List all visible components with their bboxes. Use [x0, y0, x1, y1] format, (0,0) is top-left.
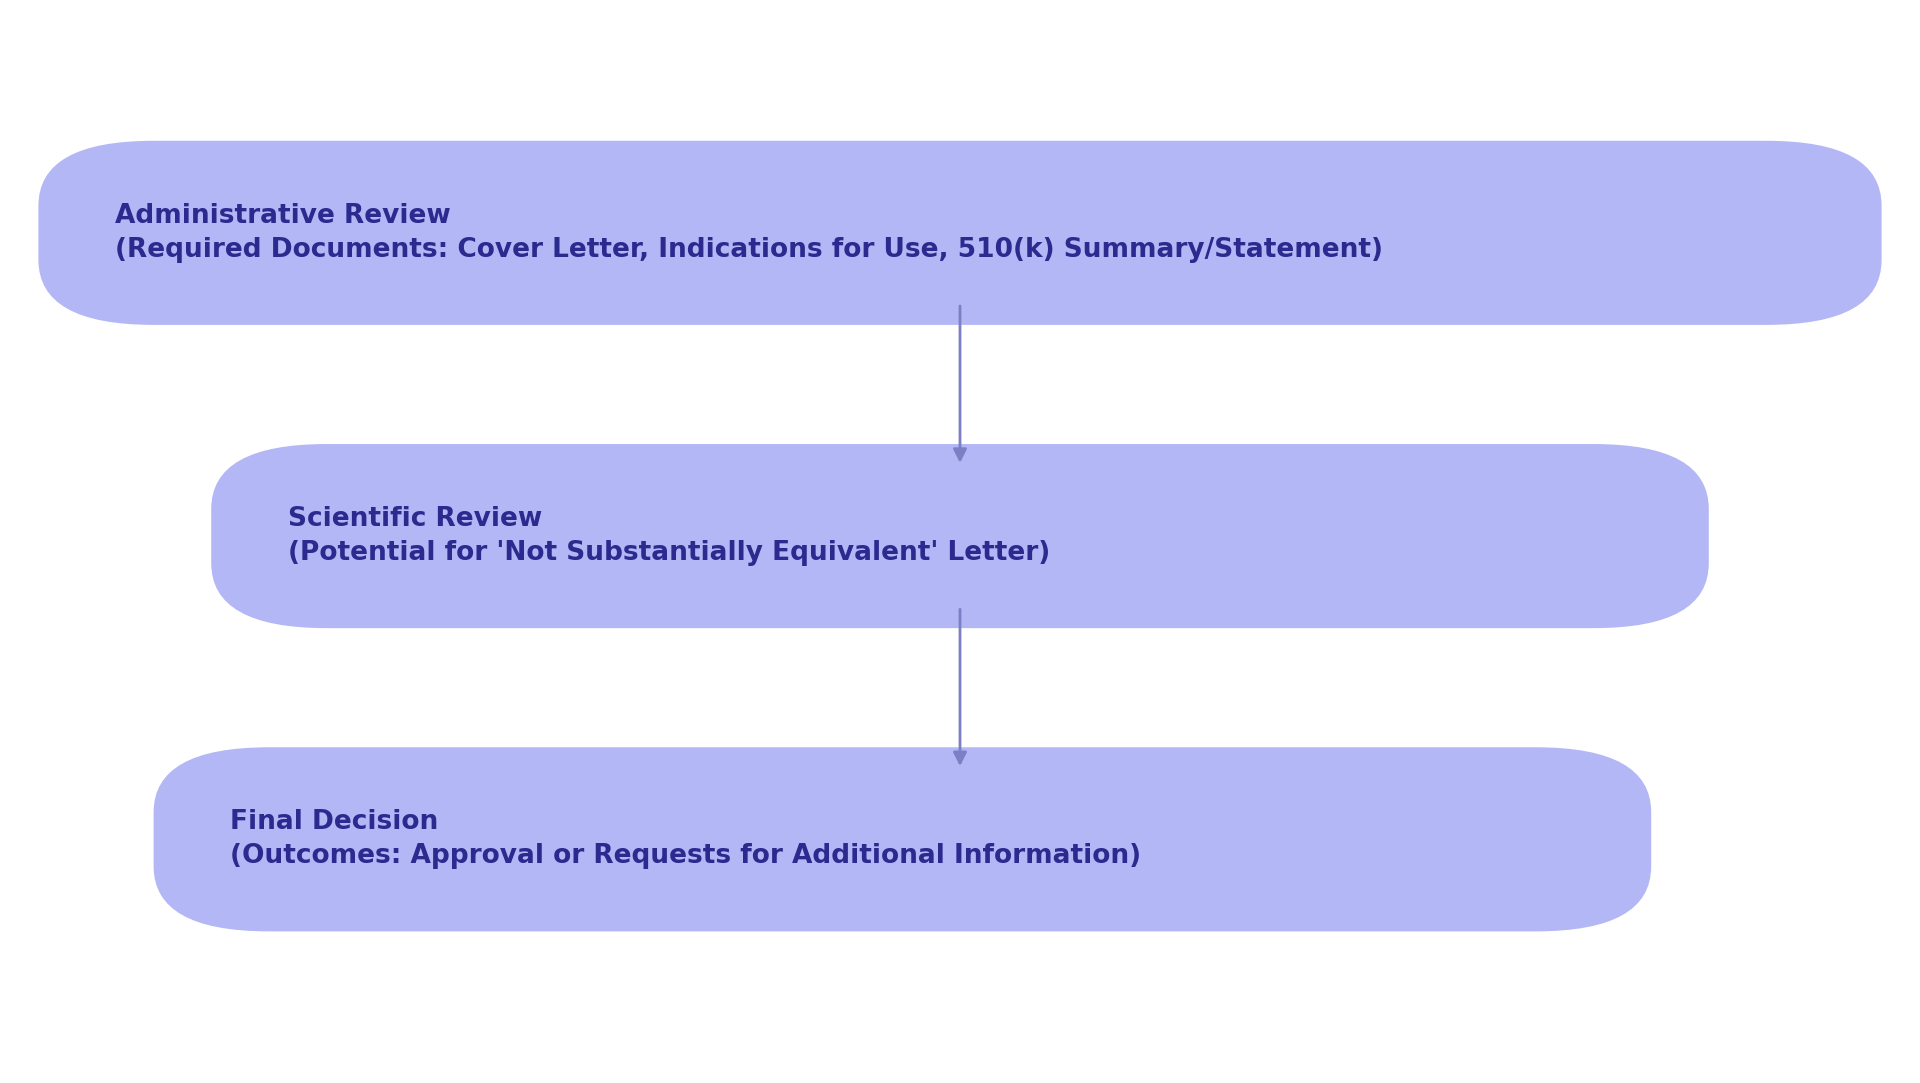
Text: Administrative Review
(Required Documents: Cover Letter, Indications for Use, 51: Administrative Review (Required Document… [115, 203, 1382, 263]
Text: Final Decision
(Outcomes: Approval or Requests for Additional Information): Final Decision (Outcomes: Approval or Re… [230, 809, 1142, 870]
FancyBboxPatch shape [38, 141, 1882, 325]
FancyBboxPatch shape [154, 747, 1651, 931]
Text: Scientific Review
(Potential for 'Not Substantially Equivalent' Letter): Scientific Review (Potential for 'Not Su… [288, 506, 1050, 566]
FancyBboxPatch shape [211, 444, 1709, 628]
